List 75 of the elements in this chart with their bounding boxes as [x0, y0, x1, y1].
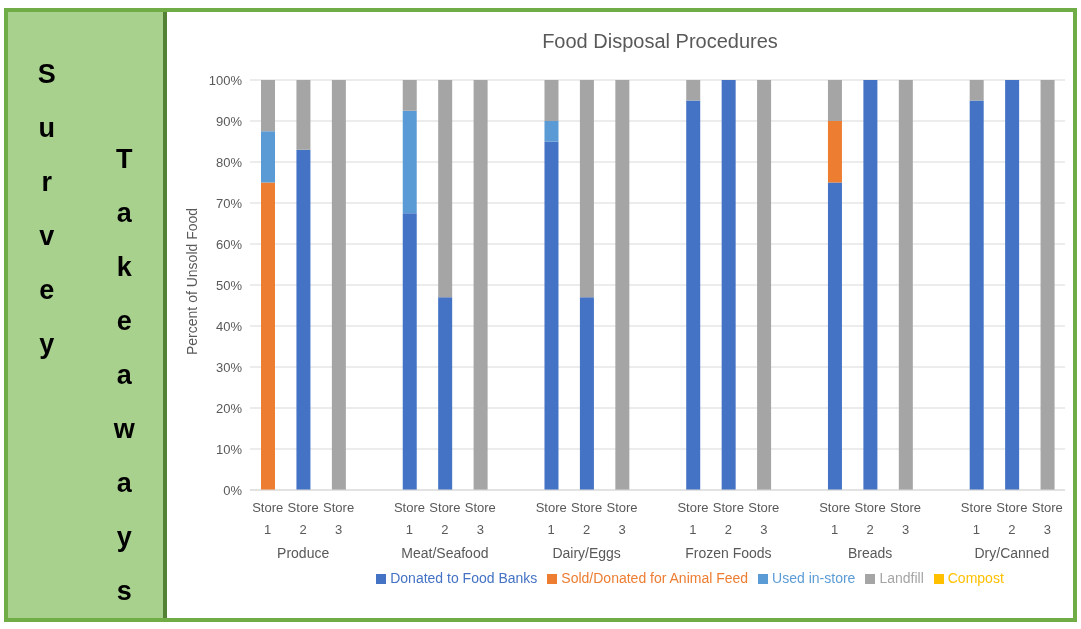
- y-tick-label: 60%: [215, 236, 243, 252]
- bar: [296, 80, 311, 150]
- y-tick-label: 50%: [215, 277, 243, 293]
- y-tick-label: 100%: [208, 72, 243, 88]
- bar: [544, 80, 559, 121]
- bar: [261, 80, 275, 132]
- bar: [331, 80, 346, 490]
- text: Dry/Canned: [973, 545, 1051, 561]
- bar: [686, 80, 701, 101]
- bar: [544, 141, 559, 490]
- y-tick-label: 20%: [215, 400, 243, 416]
- bar: [969, 80, 984, 101]
- x-tick-label: Store 1: [535, 500, 567, 537]
- legend-label: Compost: [947, 570, 1004, 586]
- bar: [827, 182, 842, 490]
- text: Dairy/Eggs: [551, 545, 622, 561]
- text: Meat/Seafood: [400, 545, 490, 561]
- bar: [721, 80, 736, 490]
- x-tick-label: Store 2: [996, 500, 1028, 537]
- bar: [438, 297, 453, 490]
- bar: [1005, 80, 1020, 490]
- y-tick-label: 0%: [223, 482, 243, 498]
- x-tick-label: Store 1: [677, 500, 709, 537]
- x-tick-label: Store 1: [960, 500, 992, 537]
- x-tick-label: Store 2: [854, 500, 886, 537]
- x-tick-label: Store 1: [252, 500, 284, 537]
- text: Takeaways: [113, 144, 135, 606]
- bar: [402, 213, 417, 490]
- bar: [402, 80, 417, 111]
- legend-label: Landfill: [879, 570, 924, 586]
- y-tick-label: 40%: [215, 318, 243, 334]
- bar: [863, 80, 878, 490]
- bar: [579, 80, 594, 298]
- text: Frozen Foods: [684, 545, 773, 561]
- legend-label: Used in-store: [772, 570, 856, 586]
- x-tick-label: Store 2: [287, 500, 319, 537]
- legend-label: Donated to Food Banks: [390, 570, 538, 586]
- x-tick-label: Store 2: [429, 500, 461, 537]
- y-axis-title: Percent of Unsold Food: [183, 207, 200, 355]
- y-tick-label: 30%: [215, 359, 243, 375]
- bar: [261, 131, 275, 183]
- x-tick-label: Store 2: [712, 500, 744, 537]
- x-tick-label: Store 3: [606, 500, 638, 537]
- x-tick-label: Store 3: [748, 500, 780, 537]
- bar: [1040, 80, 1055, 490]
- bar: [898, 80, 913, 490]
- y-tick-label: 10%: [215, 441, 243, 457]
- legend-label: Sold/Donated for Animal Feed: [561, 570, 749, 586]
- x-tick-label: Store 1: [393, 500, 425, 537]
- bar: [579, 297, 594, 490]
- bar: [438, 80, 453, 298]
- text: Breads: [846, 545, 894, 561]
- x-tick-label: Store 2: [571, 500, 603, 537]
- bar: [296, 149, 311, 490]
- bar: [544, 121, 559, 142]
- bar: [969, 100, 984, 490]
- y-tick-label: 80%: [215, 154, 243, 170]
- y-tick-label: 90%: [215, 113, 243, 129]
- bar: [615, 80, 630, 490]
- x-tick-label: Store 3: [464, 500, 496, 537]
- bar: [827, 121, 842, 183]
- x-tick-label: Store 3: [1031, 500, 1063, 537]
- bar: [686, 100, 701, 490]
- text: Produce: [276, 545, 331, 561]
- bar: [827, 80, 842, 121]
- y-tick-label: 70%: [215, 195, 243, 211]
- bar: [473, 80, 488, 490]
- bar: [757, 80, 772, 490]
- text: Survey: [37, 58, 56, 361]
- x-tick-label: Store 3: [323, 500, 355, 537]
- x-tick-label: Store 1: [819, 500, 851, 537]
- bar: [261, 182, 275, 490]
- chart-title: Food Disposal Procedures: [541, 30, 779, 53]
- x-tick-label: Store 3: [890, 500, 922, 537]
- bar: [402, 110, 417, 214]
